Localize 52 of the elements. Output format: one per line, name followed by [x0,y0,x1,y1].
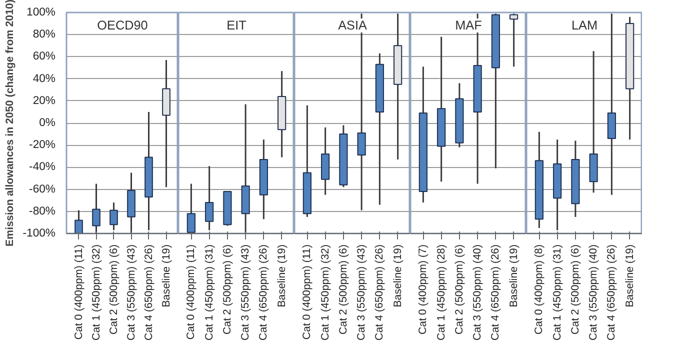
x-tick-label: Cat 2 (500ppm) (6) [108,244,120,335]
x-tick-label: Cat 4 (650ppm) (26) [142,244,155,340]
x-tick-label: Cat 4 (650ppm) (26) [374,244,386,340]
candlestick [110,202,118,231]
text: ASIA [338,18,368,32]
x-tick-label: Cat 3 (550ppm) (43) [356,244,368,340]
y-tick-label: -100% [22,228,56,240]
x-tick-label: Baseline (19) [624,244,636,308]
y-tick-label: -80% [29,205,56,218]
y-tick-label: 60% [32,50,56,63]
y-tick-label: -20% [29,139,56,152]
x-tick-label: Cat 3 (550ppm) (43) [125,244,138,340]
x-tick-label: Cat 0 (400ppm) (11) [185,244,198,340]
x-tick-label: Baseline (19) [392,244,404,308]
x-tick-label: Cat 2 (500ppm) (6) [221,244,234,335]
x-tick-label: Cat 0 (400ppm) (7) [417,244,430,335]
x-tick-label: Cat 1 (450ppm) (31) [551,244,564,340]
x-tick-label: Cat 3 (550ppm) (40) [588,244,600,340]
x-tick-label: Cat 4 (650ppm) (26) [258,244,270,340]
text: LAM [571,18,598,32]
x-tick-label: Baseline (19) [160,244,172,308]
x-tick-label: Cat 1 (450ppm) (28) [435,244,448,340]
x-tick-label: Baseline (19) [276,244,288,308]
candlestick [510,12,518,68]
x-tick-label: Cat 3 (550ppm) (43) [240,244,252,340]
x-tick-label: Cat 4 (650ppm) (26) [490,244,502,340]
candlestick [92,183,100,234]
y-axis-title: Emission allowances in 2050 (change from 2010) [4,0,16,246]
x-tick-label: Cat 0 (400ppm) (11) [72,244,85,340]
y-tick-label: -60% [29,183,56,196]
text: OECD90 [97,18,148,32]
x-tick-label: Cat 2 (500ppm) (6) [453,244,466,335]
y-tick-label: -40% [29,161,56,174]
y-tick-label: 80% [32,28,56,41]
x-tick-label: Cat 1 (450ppm) (31) [203,244,216,340]
x-tick-label: Cat 1 (450ppm) (32) [90,244,102,340]
y-tick-label: 100% [26,6,56,18]
y-tick-label: 0% [39,117,56,129]
candlestick [186,183,196,234]
text: MAF [455,18,482,32]
x-tick-label: Baseline (19) [508,244,520,308]
x-tick-label: Cat 2 (500ppm) (6) [337,244,350,335]
x-tick-label: Cat 0 (400ppm) (8) [533,244,546,335]
x-tick-label: Cat 3 (550ppm) (40) [472,244,484,340]
y-tick-label: 20% [32,94,56,107]
text: EIT [226,18,247,32]
x-tick-label: Cat 2 (500ppm) (6) [569,244,582,335]
x-tick-label: Cat 0 (400ppm) (11) [301,244,314,340]
x-tick-label: Cat 1 (450ppm) (32) [319,244,332,340]
candlestick [205,165,214,231]
x-tick-label: Cat 4 (650ppm) (26) [606,244,618,340]
y-tick-label: 40% [32,72,56,85]
